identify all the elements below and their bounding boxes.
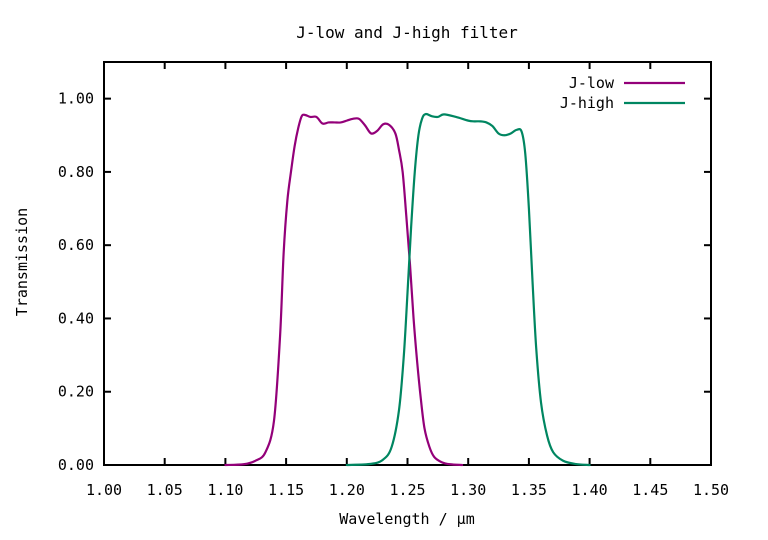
x-tick-label: 1.10 <box>207 481 243 499</box>
y-axis-label: Transmission <box>13 208 31 316</box>
x-tick-label: 1.30 <box>450 481 486 499</box>
y-tick-label: 0.80 <box>58 163 94 181</box>
y-tick-label: 0.40 <box>58 309 94 327</box>
legend-label: J-low <box>569 74 615 92</box>
x-axis-label: Wavelength / µm <box>339 510 474 528</box>
x-tick-label: 1.40 <box>572 481 608 499</box>
legend-label: J-high <box>560 94 614 112</box>
y-tick-label: 1.00 <box>58 90 94 108</box>
y-tick-label: 0.20 <box>58 383 94 401</box>
series-layer <box>224 112 591 467</box>
x-tick-label: 1.45 <box>632 481 668 499</box>
y-tick-label: 0.60 <box>58 236 94 254</box>
plot-frame <box>103 61 712 466</box>
x-tick-label: 1.25 <box>389 481 425 499</box>
x-tick-label: 1.15 <box>268 481 304 499</box>
x-tick-label: 1.50 <box>693 481 729 499</box>
series-line-j-low <box>224 113 464 467</box>
x-tick-label: 1.00 <box>86 481 122 499</box>
chart-title: J-low and J-high filter <box>296 23 518 42</box>
plot-area: 1.00 1.05 1.10 1.15 1.20 1.25 1.30 1.35 1.40 1.45… <box>58 61 729 499</box>
x-tick-label: 1.05 <box>147 481 183 499</box>
y-tick-label: 0.00 <box>58 456 94 474</box>
series-line-j-high <box>345 112 591 467</box>
x-tick-label: 1.20 <box>329 481 365 499</box>
x-tick-label: 1.35 <box>511 481 547 499</box>
